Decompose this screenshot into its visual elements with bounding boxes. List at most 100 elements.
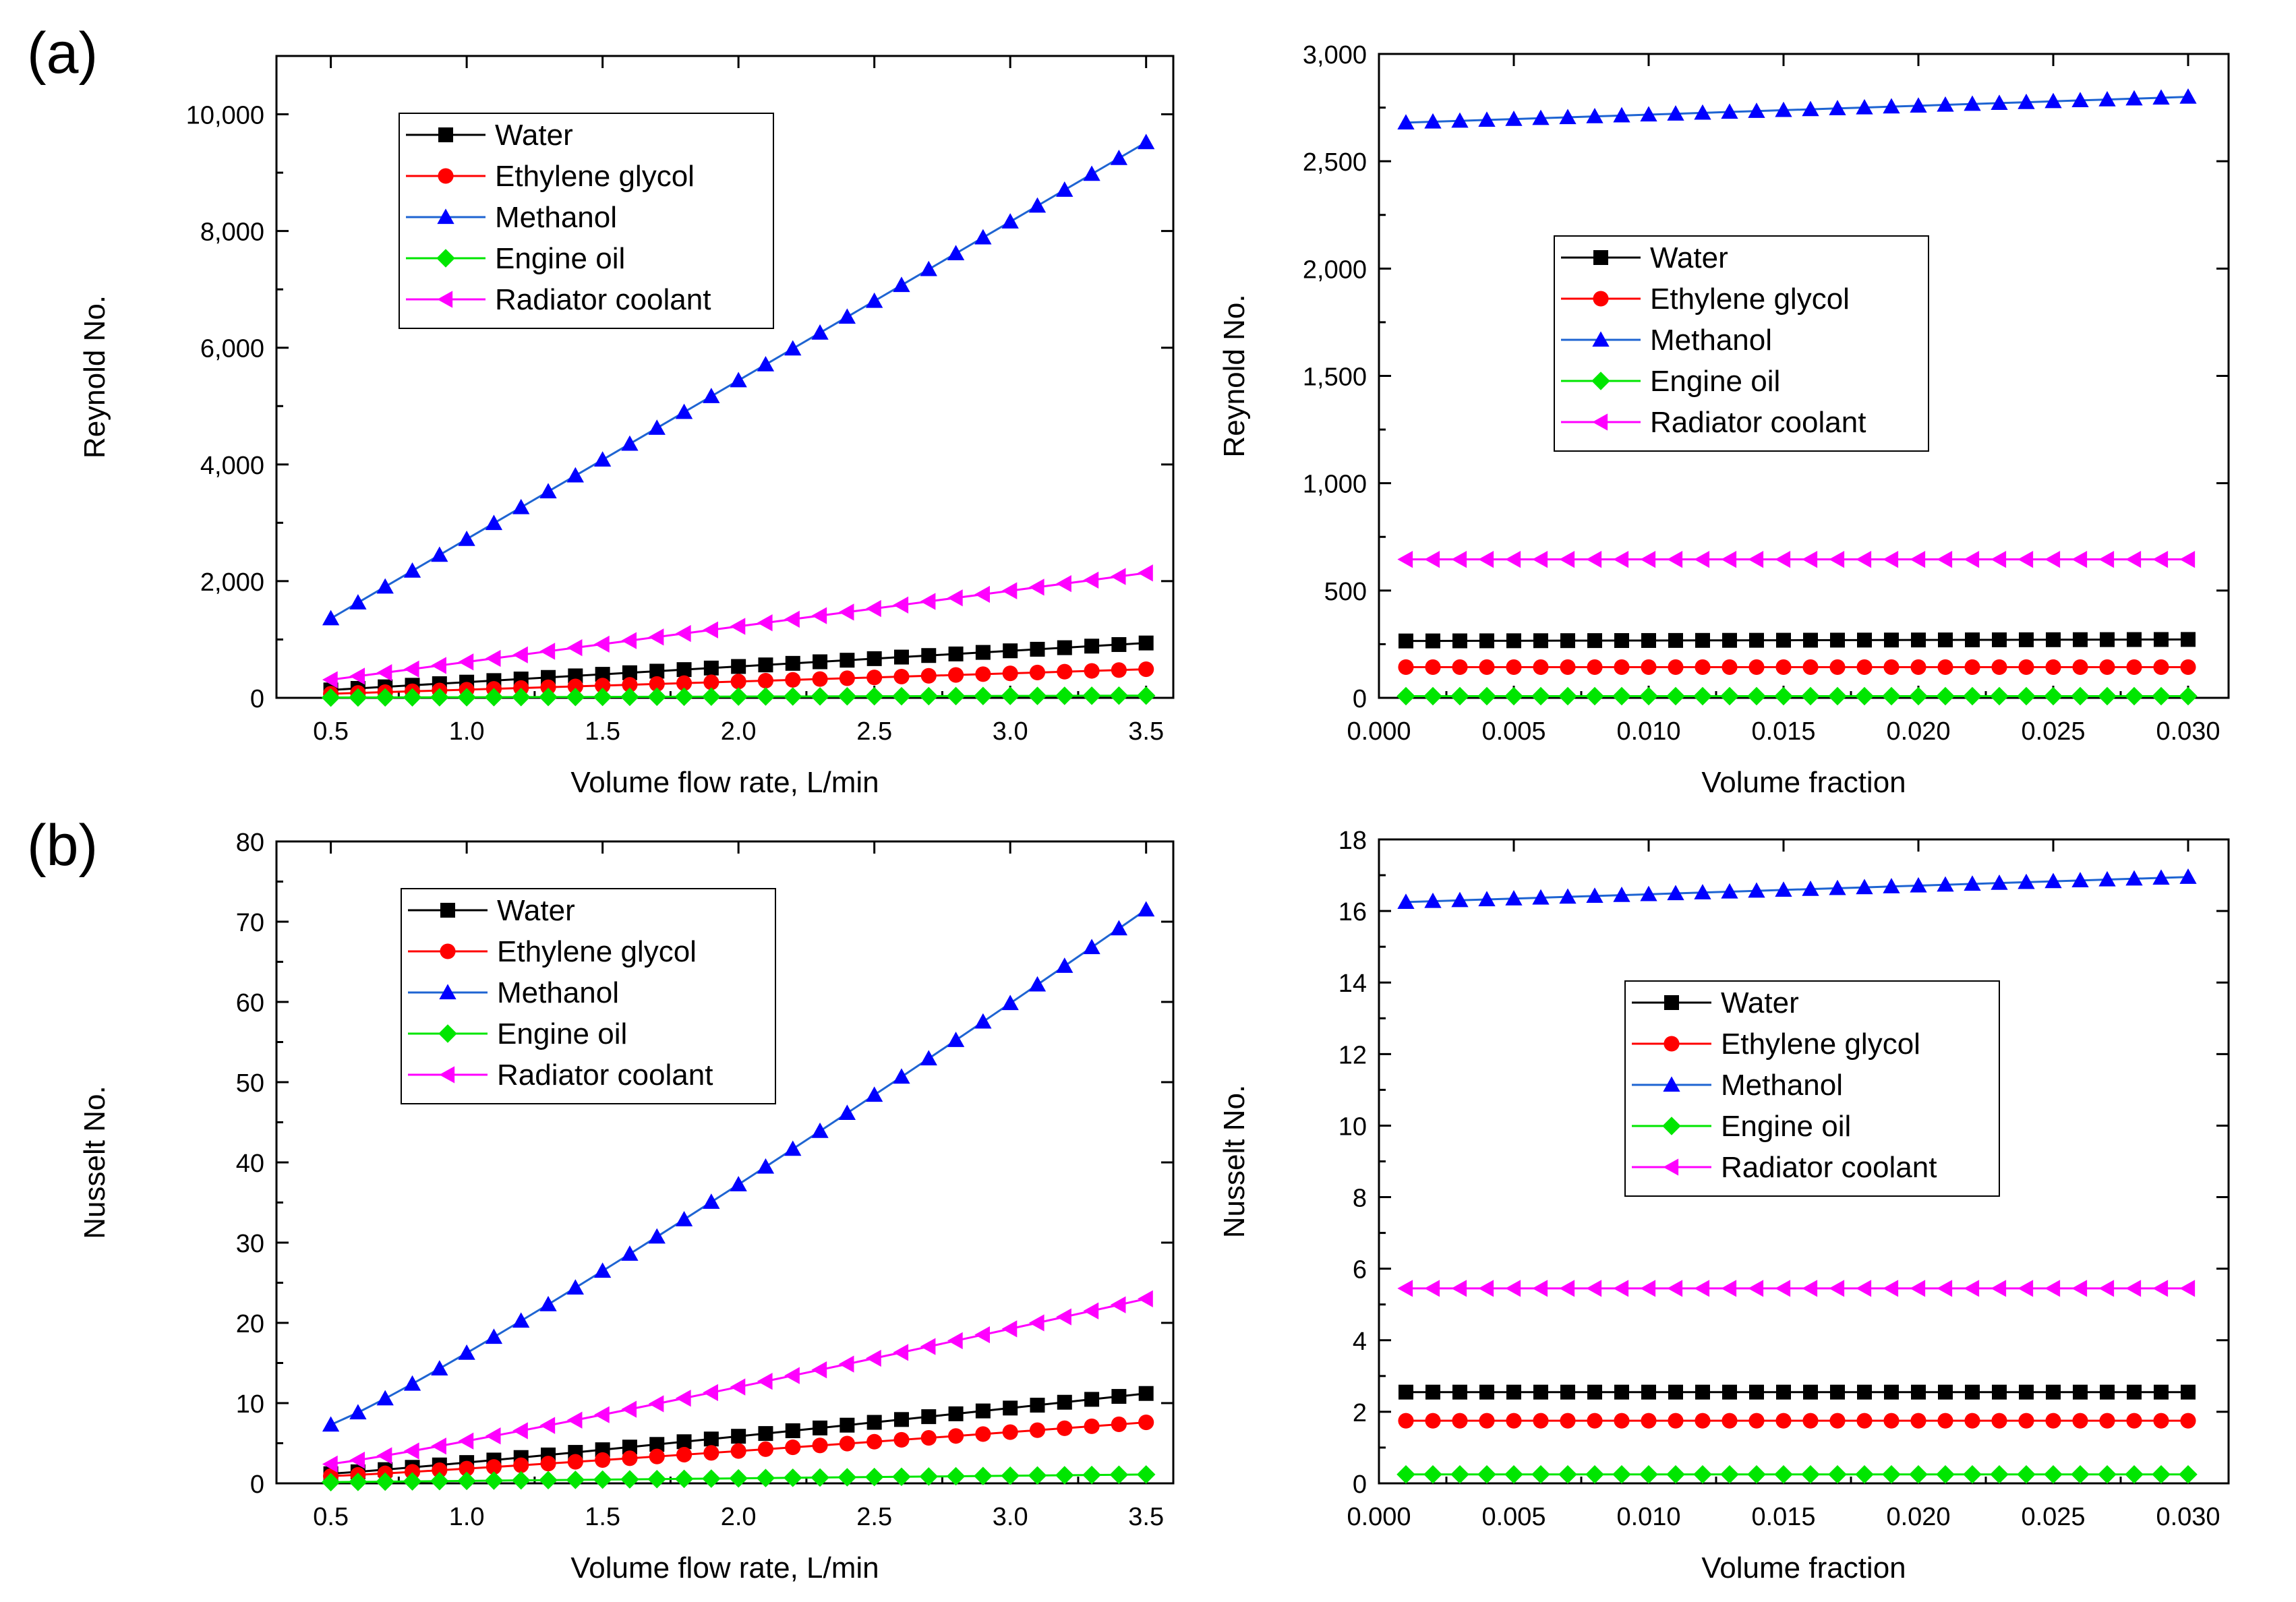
data-point [730, 618, 746, 635]
data-point [622, 665, 637, 680]
data-point [1668, 1384, 1683, 1400]
data-point [892, 1467, 911, 1487]
data-point [2044, 1280, 2061, 1297]
y-tick-label: 10 [1338, 1112, 1367, 1141]
data-point [2046, 1384, 2061, 1400]
data-point [1531, 686, 1550, 706]
data-point [920, 1338, 936, 1355]
data-point [1452, 633, 1467, 649]
data-point [1111, 1416, 1127, 1433]
data-point [1397, 1280, 1413, 1297]
data-point [785, 655, 800, 671]
data-point [322, 671, 338, 688]
data-point [1506, 633, 1521, 649]
data-point [622, 677, 638, 693]
data-point [838, 603, 854, 621]
data-point [1614, 659, 1630, 676]
legend-item-engine-oil: Engine oil [406, 242, 625, 275]
x-tick-label: 0.030 [2156, 1503, 2220, 1531]
y-tick-label: 50 [236, 1069, 264, 1098]
data-point [729, 687, 748, 706]
y-tick-label: 14 [1338, 970, 1367, 998]
data-point [649, 663, 665, 679]
data-point [376, 1447, 392, 1464]
data-point [1693, 686, 1712, 706]
data-point [757, 356, 775, 372]
data-point [975, 1403, 991, 1419]
data-point [674, 1469, 694, 1489]
data-point [1640, 106, 1657, 122]
data-point [1396, 686, 1415, 706]
data-point [839, 1435, 855, 1452]
data-point [2127, 1384, 2142, 1400]
data-point [1452, 1384, 1467, 1400]
data-point [864, 686, 884, 706]
data-point [1001, 686, 1020, 705]
data-point [1937, 659, 1953, 676]
legend-item-methanol: Methanol [1632, 1069, 1843, 1102]
chart-reynolds-vs-flow: 0.5 1.0 1.5 2.0 2.5 3.0 3.5 0 2,000 4,000 6,000 8,0… [78, 55, 1175, 799]
data-point [920, 593, 936, 610]
data-point [1111, 1389, 1127, 1404]
chart-nusselt-vs-fraction: 0.000 0.005 0.010 0.015 0.020 0.025 0.030 0 2 4 6 8… [1218, 827, 2230, 1584]
data-point [1479, 1384, 1494, 1400]
series-engine-oil [1396, 686, 2198, 706]
data-point [1424, 113, 1442, 129]
data-point [1694, 1280, 1710, 1297]
series-line [1405, 638, 2189, 643]
data-point [1965, 1384, 1980, 1400]
data-point [2046, 632, 2061, 647]
data-point [948, 646, 964, 661]
data-point [919, 1467, 939, 1486]
x-tick-label: 0.015 [1751, 717, 1815, 746]
data-point [1641, 659, 1657, 676]
data-point [731, 659, 746, 674]
data-point [2019, 1384, 2034, 1400]
data-point [376, 1472, 394, 1491]
data-point [1587, 633, 1602, 649]
y-tick-label: 0 [1353, 1471, 1367, 1499]
data-point [621, 1400, 637, 1418]
data-point [1640, 551, 1656, 568]
data-point [2045, 1413, 2061, 1429]
data-point [838, 308, 856, 324]
data-point [921, 648, 937, 663]
data-point [866, 599, 881, 618]
data-point [1937, 876, 1954, 892]
data-point [1558, 1464, 1577, 1484]
data-point [1801, 686, 1820, 706]
x-tick-label: 0.030 [2156, 717, 2220, 746]
data-point [1722, 632, 1737, 648]
legend-marker [1662, 1117, 1681, 1135]
data-point [866, 1433, 883, 1450]
data-point [1936, 1464, 1955, 1484]
data-point [1641, 632, 1656, 648]
series-radiator-coolant [1397, 1280, 2196, 1297]
data-point [866, 651, 882, 666]
data-point [1776, 632, 1791, 648]
data-point [757, 673, 774, 689]
data-point [703, 1384, 718, 1402]
data-point [403, 660, 419, 678]
data-point [2125, 1464, 2144, 1484]
data-point [1937, 1413, 1953, 1429]
data-point [1910, 659, 1926, 676]
data-point [866, 1415, 882, 1430]
data-point [622, 1450, 638, 1466]
data-point [1450, 686, 1469, 706]
data-point [1964, 1413, 1980, 1429]
legend-marker [437, 208, 454, 225]
data-point [729, 1468, 748, 1488]
legend-item-water: Water [1561, 241, 1728, 274]
data-point [838, 1104, 856, 1120]
data-point [1082, 686, 1101, 705]
data-point [567, 678, 583, 694]
data-point [1802, 551, 1818, 568]
data-point [784, 1140, 802, 1156]
data-point [1910, 1280, 1926, 1297]
data-point [1030, 641, 1045, 657]
data-point [866, 1086, 883, 1102]
data-point [1138, 1415, 1154, 1431]
data-point [620, 1470, 639, 1489]
y-tick-label: 1,500 [1303, 363, 1367, 392]
